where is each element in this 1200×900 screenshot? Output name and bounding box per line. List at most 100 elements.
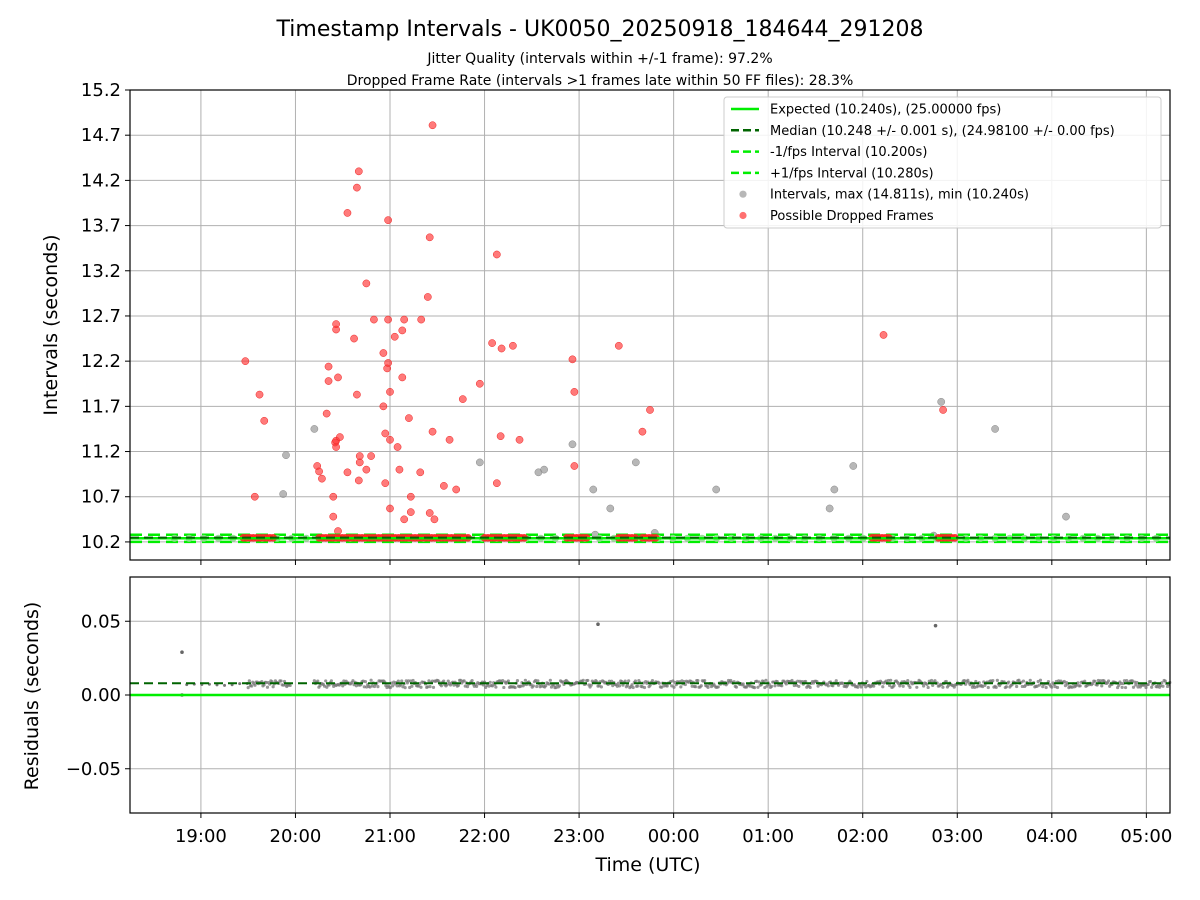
dropped-frame-point	[497, 344, 506, 353]
residual-point	[699, 684, 703, 688]
residual-point	[536, 679, 540, 683]
dropped-frame-point	[458, 395, 467, 403]
residual-point	[616, 681, 621, 685]
residual-point	[523, 678, 527, 682]
residual-point	[834, 679, 838, 683]
residual-point	[1123, 685, 1128, 690]
interval-point	[631, 458, 640, 467]
residual-point	[396, 679, 400, 683]
residual-point	[922, 684, 926, 688]
residual-point	[557, 684, 562, 688]
residual-point	[671, 679, 675, 683]
residual-point	[247, 679, 251, 683]
residual-point	[966, 678, 970, 682]
dropped-frame-point	[350, 334, 358, 343]
residual-point	[544, 684, 548, 688]
residual-point	[650, 678, 655, 683]
chart-subtitle-dropped: Dropped Frame Rate (intervals >1 frames …	[347, 73, 854, 89]
residual-point	[1161, 684, 1165, 688]
dropped-frame-point	[395, 465, 404, 474]
residual-point	[501, 678, 505, 683]
residual-point	[1050, 685, 1054, 689]
residual-point	[1160, 681, 1164, 685]
dropped-frame-point	[638, 427, 647, 436]
residual-point	[395, 684, 399, 688]
residual-point	[410, 684, 414, 688]
legend-label: Intervals, max (14.811s), min (10.240s)	[770, 188, 1029, 203]
y-tick-label-top: 14.2	[81, 170, 121, 191]
residual-point	[1134, 683, 1138, 687]
residual-point	[403, 686, 407, 690]
y-tick-label-top: 10.7	[81, 487, 121, 508]
residual-point	[427, 679, 431, 683]
x-tick-label: 01:00	[742, 826, 794, 847]
dropped-frame-point	[406, 508, 415, 516]
residual-point	[1119, 681, 1123, 686]
residual-point	[642, 685, 647, 690]
residual-point	[446, 679, 450, 683]
residual-point	[1041, 685, 1045, 689]
residual-point	[808, 685, 812, 690]
dropped-frame-point	[417, 315, 426, 324]
residual-outlier-point	[933, 623, 938, 628]
dropped-frame-point	[386, 435, 394, 444]
interval-point	[310, 425, 319, 433]
residual-point	[363, 679, 368, 684]
residual-point	[892, 683, 896, 687]
residual-point	[502, 685, 506, 690]
dropped-frame-point	[646, 406, 654, 414]
residual-point	[933, 679, 937, 683]
residual-point	[475, 684, 479, 689]
dropped-frame-point	[353, 183, 361, 192]
dropped-frame-point	[241, 357, 250, 366]
interval-point	[279, 490, 288, 498]
residual-point	[264, 680, 268, 685]
x-tick-label: 20:00	[270, 826, 322, 847]
residual-point	[623, 679, 627, 683]
y-tick-label-top: 13.2	[81, 261, 121, 282]
dropped-frame-point	[367, 452, 375, 460]
residual-point	[1055, 685, 1060, 690]
interval-point	[540, 465, 548, 474]
residual-point	[253, 683, 257, 687]
y-tick-label-top: 14.7	[81, 125, 121, 146]
residual-point	[741, 682, 745, 686]
dropped-frame-point	[492, 479, 501, 488]
residual-point	[941, 685, 945, 689]
residual-point	[780, 684, 784, 688]
residual-point	[288, 683, 292, 688]
intervals-panel: 10.2 10.7 11.2 11.7 12.2 12.7 13.2 13.7 14.2 14.7…	[81, 80, 1171, 565]
dropped-frame-point	[255, 390, 264, 399]
residual-point	[223, 683, 227, 687]
residual-point	[931, 683, 935, 687]
intervals-plot-frame	[129, 89, 1171, 561]
y-tick-label-top: 15.2	[81, 80, 121, 101]
residual-point	[430, 679, 434, 683]
y-tick-label-top: 12.7	[81, 306, 121, 327]
residual-point	[316, 679, 320, 683]
dropped-frame-point	[452, 485, 461, 494]
residual-point	[1021, 679, 1026, 683]
residual-point	[872, 684, 876, 688]
dropped-frame-point	[492, 250, 501, 259]
interval-point	[937, 397, 946, 406]
residual-point	[426, 685, 430, 689]
residual-point	[636, 684, 640, 688]
residual-point	[716, 685, 720, 689]
residual-point	[986, 685, 990, 690]
dropped-frame-point	[398, 373, 407, 382]
residual-point	[859, 685, 863, 689]
dropped-frame-point	[384, 359, 392, 367]
residual-point	[1028, 678, 1032, 682]
interval-point	[830, 485, 839, 494]
dropped-frame-point	[570, 462, 579, 470]
dropped-frame-point	[386, 388, 394, 396]
residual-point	[1091, 681, 1095, 686]
residual-point	[1135, 680, 1139, 685]
dropped-frame-point	[428, 427, 437, 436]
residual-point	[369, 678, 373, 682]
dropped-frame-point	[405, 414, 413, 422]
dropped-frame-point	[362, 279, 371, 288]
dropped-frame-point	[250, 492, 259, 501]
